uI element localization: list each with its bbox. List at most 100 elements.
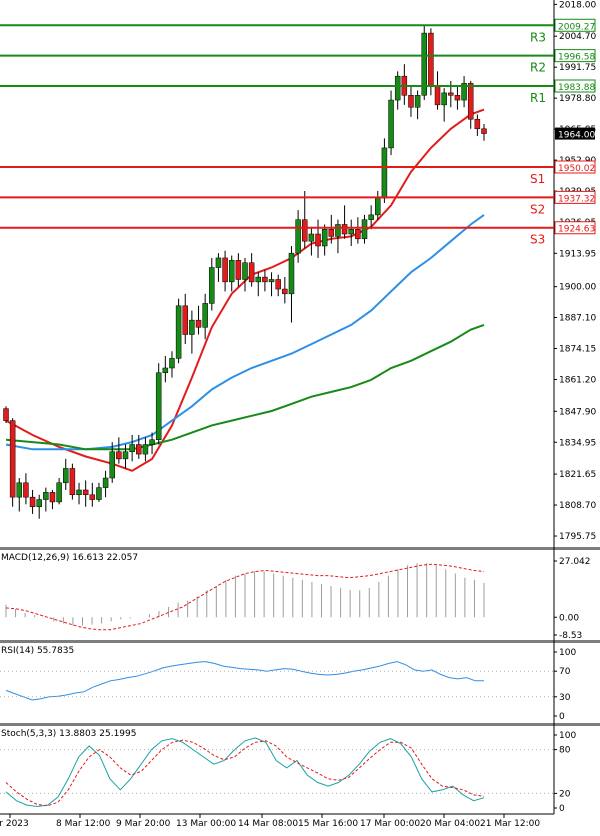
candle-body bbox=[441, 92, 447, 106]
level-price-label: 1937.32 bbox=[558, 194, 595, 204]
level-price-box bbox=[554, 79, 596, 93]
candle-body bbox=[448, 92, 454, 96]
current-price-box bbox=[555, 127, 595, 140]
panel-separator bbox=[0, 723, 600, 726]
candle-body bbox=[56, 482, 62, 503]
candle-body bbox=[355, 228, 361, 240]
candle-body bbox=[481, 128, 487, 134]
candle-body bbox=[49, 492, 56, 503]
candle-body bbox=[394, 75, 401, 101]
x-tick-label: 21 Mar 12:00 bbox=[480, 819, 540, 829]
candle-body bbox=[461, 83, 467, 101]
x-tick-label: 15 Mar 16:00 bbox=[298, 819, 358, 829]
candle-body bbox=[109, 451, 115, 479]
candle-body bbox=[16, 482, 23, 498]
candle-body bbox=[248, 262, 255, 283]
x-tick-label: 13 Mar 00:00 bbox=[176, 819, 236, 829]
price-y-tick-label: 1913.95 bbox=[559, 249, 596, 259]
stoch-y-tick-label: 0 bbox=[559, 804, 565, 814]
rsi-y-tick-label: 70 bbox=[559, 667, 571, 677]
candle-body bbox=[89, 494, 96, 500]
candle-body bbox=[381, 147, 388, 199]
candle-body bbox=[255, 276, 262, 283]
candle-body bbox=[414, 95, 421, 108]
candle-body bbox=[43, 492, 49, 500]
x-tick-label: 14 Mar 08:00 bbox=[238, 819, 298, 829]
candle-body bbox=[282, 288, 288, 295]
candle-body bbox=[474, 118, 481, 130]
candle-body bbox=[341, 224, 348, 235]
candle-body bbox=[228, 260, 235, 283]
candle-body bbox=[361, 219, 368, 240]
macd-title: MACD(12,26,9) 16.613 22.057 bbox=[1, 553, 138, 563]
candle-body bbox=[428, 32, 434, 86]
level-name-r1: R1 bbox=[530, 91, 546, 105]
macd-signal-line bbox=[5, 563, 485, 631]
x-tick-label: 8 Mar 12:00 bbox=[56, 819, 111, 829]
stoch-k-line bbox=[5, 737, 485, 808]
rsi-line bbox=[5, 661, 484, 701]
price-y-tick-label: 1808.70 bbox=[559, 501, 596, 511]
candle-body bbox=[96, 487, 102, 500]
stoch-title: Stoch(5,3,3) 13.8803 25.1995 bbox=[1, 729, 136, 739]
level-name-r2: R2 bbox=[530, 61, 546, 75]
candle-body bbox=[348, 228, 354, 235]
candle-body bbox=[169, 358, 175, 369]
candle-body bbox=[328, 228, 335, 237]
price-y-tick-label: 1847.90 bbox=[559, 407, 596, 417]
candle-body bbox=[155, 372, 162, 440]
candle-body bbox=[315, 233, 321, 247]
candle-body bbox=[275, 279, 281, 290]
candle-body bbox=[335, 224, 341, 237]
macd-y-tick-label: -8.53 bbox=[559, 631, 582, 641]
stoch-y-tick-label: 100 bbox=[559, 731, 576, 741]
level-price-label: 1950.02 bbox=[558, 164, 595, 174]
level-price-label: 1996.58 bbox=[558, 53, 595, 63]
candle-body bbox=[76, 489, 82, 496]
current-price-label: 1964.00 bbox=[558, 131, 595, 141]
candle-body bbox=[142, 444, 149, 455]
candle-body bbox=[149, 439, 155, 445]
price-y-tick-label: 1834.95 bbox=[559, 438, 596, 448]
candle-body bbox=[408, 95, 414, 108]
moving-average-line bbox=[5, 214, 485, 451]
candle-body bbox=[242, 262, 248, 280]
candle-body bbox=[116, 451, 122, 460]
x-tick-label: 20 Mar 04:00 bbox=[420, 819, 480, 829]
candle-body bbox=[3, 408, 9, 421]
candle-body bbox=[63, 468, 69, 484]
candle-body bbox=[36, 499, 42, 507]
candle-body bbox=[175, 305, 182, 359]
level-name-s2: S2 bbox=[530, 202, 545, 216]
panel-separator bbox=[0, 640, 600, 643]
rsi-y-tick-label: 30 bbox=[559, 693, 571, 703]
price-y-tick-label: 1795.75 bbox=[559, 532, 596, 542]
candle-body bbox=[375, 197, 381, 216]
candle-body bbox=[202, 303, 208, 328]
candle-body bbox=[82, 489, 89, 496]
candle-body bbox=[222, 257, 228, 283]
candle-body bbox=[302, 219, 308, 242]
macd-y-tick-label: 27.042 bbox=[559, 557, 591, 567]
level-price-box bbox=[554, 190, 596, 204]
price-y-tick-label: 1874.15 bbox=[559, 344, 596, 354]
candle-body bbox=[162, 367, 169, 374]
price-y-tick-label: 1887.10 bbox=[559, 314, 596, 324]
candle-body bbox=[136, 444, 142, 455]
x-tick-label: 9 Mar 20:00 bbox=[116, 819, 171, 829]
stoch-y-tick-label: 20 bbox=[559, 789, 571, 799]
price-y-tick-label: 1900.00 bbox=[559, 283, 596, 293]
price-y-tick-label: 2018.00 bbox=[559, 0, 596, 10]
price-y-tick-label: 2004.70 bbox=[559, 32, 596, 42]
candle-body bbox=[454, 95, 461, 101]
price-y-tick-label: 1861.20 bbox=[559, 375, 596, 385]
candle-body bbox=[434, 85, 441, 106]
rsi-y-tick-label: 0 bbox=[559, 712, 565, 722]
candle-body bbox=[262, 276, 268, 283]
candle-body bbox=[189, 319, 195, 335]
level-price-label: 1983.88 bbox=[558, 83, 595, 93]
candle-body bbox=[288, 252, 295, 295]
candle-body bbox=[29, 496, 36, 507]
